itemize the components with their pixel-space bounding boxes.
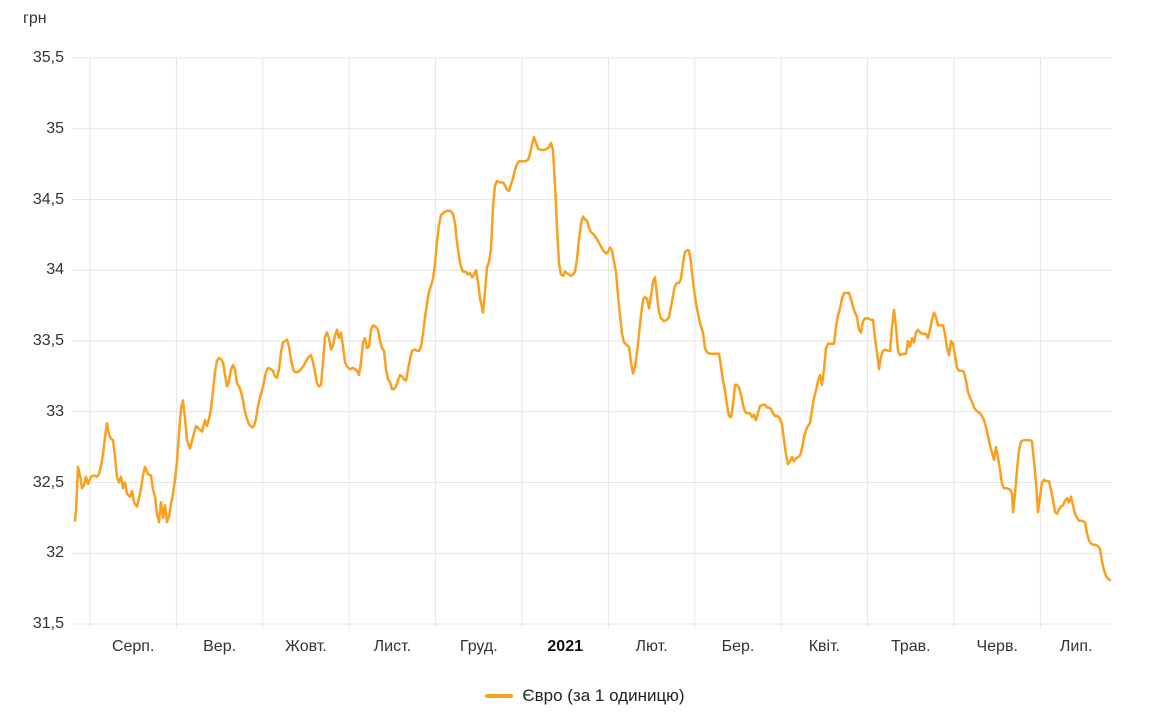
y-tick-label: 33,5 <box>32 332 64 349</box>
x-tick-label: Груд. <box>459 638 498 655</box>
legend: Євро (за 1 одиницю) <box>0 686 1170 706</box>
x-tick-label: Жовт. <box>285 638 327 655</box>
y-tick-label: 34 <box>46 261 64 279</box>
x-tick-label: Трав. <box>890 638 931 655</box>
y-tick-label: 31,5 <box>32 615 64 632</box>
y-axis-unit-label: грн <box>23 10 47 27</box>
x-tick-label: 2021 <box>547 638 583 655</box>
x-tick-label: Лист. <box>373 638 412 655</box>
series-line <box>73 135 1112 582</box>
y-tick-label: 34,5 <box>32 190 64 208</box>
y-tick-label: 32 <box>46 544 64 562</box>
x-tick-label: Лют. <box>635 638 668 655</box>
x-tick-label: Серп. <box>111 638 155 655</box>
legend-series-dash-icon[interactable] <box>485 694 514 698</box>
x-tick-label: Вер. <box>203 638 237 655</box>
x-tick-label: Лип. <box>1059 638 1093 655</box>
y-tick-label: 35,5 <box>32 49 64 66</box>
x-tick-label: Квіт. <box>808 638 841 655</box>
y-tick-label: 32,5 <box>32 473 64 491</box>
x-tick-label: Черв. <box>976 638 1018 655</box>
y-tick-label: 35 <box>46 119 64 137</box>
legend-series-label[interactable]: Євро (за 1 одиницю) <box>522 686 685 705</box>
y-tick-label: 33 <box>46 402 64 420</box>
x-tick-label: Бер. <box>721 638 755 655</box>
